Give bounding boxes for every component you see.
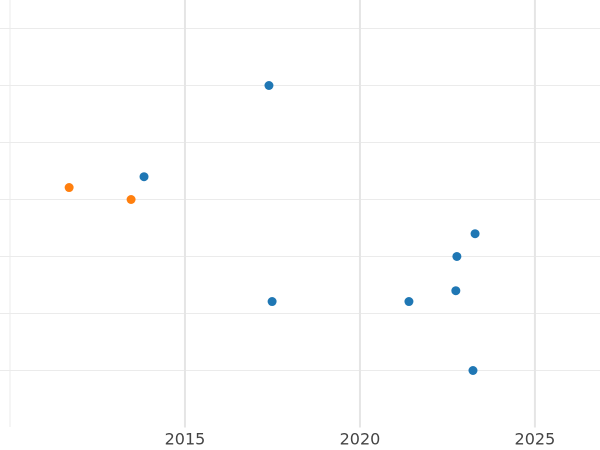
point bbox=[267, 297, 277, 307]
x-tick-label: 2015 bbox=[165, 430, 206, 449]
point bbox=[452, 252, 462, 261]
x-tick-label: 2020 bbox=[340, 430, 381, 449]
point bbox=[264, 81, 274, 90]
point bbox=[139, 172, 149, 182]
point bbox=[470, 229, 480, 239]
point bbox=[126, 195, 136, 204]
point bbox=[64, 183, 74, 193]
point bbox=[404, 297, 414, 307]
x-tick-label: 2025 bbox=[515, 430, 556, 449]
point bbox=[468, 366, 478, 375]
point bbox=[451, 286, 461, 296]
